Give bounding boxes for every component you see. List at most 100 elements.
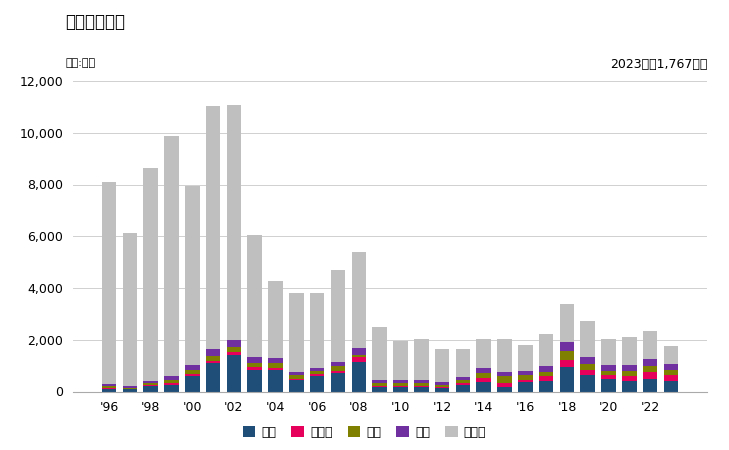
Bar: [393, 380, 408, 383]
Bar: [164, 136, 179, 377]
Bar: [622, 365, 636, 371]
Bar: [434, 387, 449, 392]
Bar: [434, 385, 449, 387]
Bar: [331, 374, 346, 392]
Bar: [414, 383, 429, 386]
Bar: [518, 371, 533, 375]
Bar: [185, 369, 200, 374]
Bar: [601, 370, 616, 375]
Bar: [102, 386, 117, 388]
Bar: [310, 374, 324, 376]
Bar: [580, 364, 595, 370]
Bar: [268, 369, 283, 392]
Bar: [310, 376, 324, 392]
Bar: [518, 345, 533, 371]
Legend: 韓国, インド, 中国, タイ, その他: 韓国, インド, 中国, タイ, その他: [238, 421, 491, 444]
Bar: [622, 381, 636, 392]
Bar: [393, 387, 408, 392]
Bar: [351, 348, 366, 355]
Bar: [268, 368, 283, 369]
Bar: [227, 340, 241, 347]
Bar: [393, 341, 408, 380]
Bar: [414, 339, 429, 380]
Bar: [580, 375, 595, 392]
Bar: [601, 378, 616, 392]
Bar: [310, 292, 324, 368]
Bar: [310, 371, 324, 374]
Bar: [247, 369, 262, 392]
Bar: [247, 235, 262, 356]
Bar: [663, 381, 678, 392]
Bar: [144, 385, 158, 386]
Bar: [663, 375, 678, 381]
Bar: [518, 382, 533, 392]
Bar: [393, 383, 408, 386]
Bar: [331, 371, 346, 374]
Bar: [622, 371, 636, 376]
Bar: [331, 270, 346, 362]
Bar: [456, 382, 470, 385]
Bar: [560, 367, 574, 392]
Bar: [122, 389, 137, 392]
Bar: [643, 365, 658, 372]
Bar: [185, 365, 200, 369]
Bar: [497, 377, 512, 383]
Bar: [268, 363, 283, 368]
Bar: [164, 377, 179, 380]
Bar: [643, 378, 658, 392]
Text: 単位:トン: 単位:トン: [66, 58, 95, 68]
Bar: [663, 364, 678, 370]
Bar: [206, 356, 220, 361]
Bar: [580, 321, 595, 357]
Text: 輸出量の推移: 輸出量の推移: [66, 14, 125, 32]
Bar: [622, 337, 636, 365]
Bar: [560, 360, 574, 367]
Bar: [663, 346, 678, 364]
Bar: [414, 387, 429, 392]
Bar: [643, 332, 658, 359]
Text: 2023年：1,767トン: 2023年：1,767トン: [609, 58, 707, 72]
Bar: [434, 349, 449, 382]
Bar: [663, 370, 678, 375]
Bar: [289, 379, 304, 380]
Bar: [643, 359, 658, 365]
Bar: [476, 373, 491, 378]
Bar: [164, 380, 179, 383]
Bar: [373, 327, 387, 380]
Bar: [456, 380, 470, 382]
Bar: [434, 382, 449, 385]
Bar: [351, 355, 366, 357]
Bar: [227, 356, 241, 392]
Bar: [185, 374, 200, 376]
Bar: [206, 363, 220, 392]
Bar: [539, 333, 553, 366]
Bar: [102, 388, 117, 389]
Bar: [247, 367, 262, 369]
Bar: [289, 375, 304, 379]
Bar: [227, 105, 241, 340]
Bar: [580, 357, 595, 364]
Bar: [351, 252, 366, 348]
Bar: [622, 376, 636, 381]
Bar: [227, 352, 241, 356]
Bar: [247, 356, 262, 363]
Bar: [289, 372, 304, 375]
Bar: [393, 386, 408, 387]
Bar: [373, 386, 387, 387]
Bar: [102, 389, 117, 392]
Bar: [144, 381, 158, 383]
Bar: [206, 349, 220, 356]
Bar: [476, 382, 491, 392]
Bar: [164, 385, 179, 392]
Bar: [497, 387, 512, 392]
Bar: [331, 362, 346, 366]
Bar: [206, 106, 220, 349]
Bar: [601, 339, 616, 365]
Bar: [144, 168, 158, 381]
Bar: [456, 377, 470, 380]
Bar: [310, 368, 324, 371]
Bar: [185, 376, 200, 392]
Bar: [206, 361, 220, 363]
Bar: [122, 388, 137, 389]
Bar: [476, 378, 491, 382]
